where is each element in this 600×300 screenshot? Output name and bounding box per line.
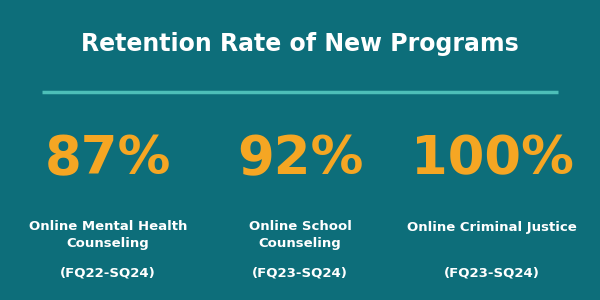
Text: Online School
Counseling: Online School Counseling bbox=[248, 220, 352, 250]
Text: (FQ23-SQ24): (FQ23-SQ24) bbox=[252, 266, 348, 280]
Text: 92%: 92% bbox=[237, 133, 363, 185]
Text: 87%: 87% bbox=[45, 133, 171, 185]
Text: Retention Rate of New Programs: Retention Rate of New Programs bbox=[81, 32, 519, 56]
Text: (FQ22-SQ24): (FQ22-SQ24) bbox=[60, 266, 156, 280]
Text: Online Criminal Justice: Online Criminal Justice bbox=[407, 220, 577, 233]
Text: 100%: 100% bbox=[410, 133, 574, 185]
Text: (FQ23-SQ24): (FQ23-SQ24) bbox=[444, 266, 540, 280]
Text: Online Mental Health
Counseling: Online Mental Health Counseling bbox=[29, 220, 187, 250]
